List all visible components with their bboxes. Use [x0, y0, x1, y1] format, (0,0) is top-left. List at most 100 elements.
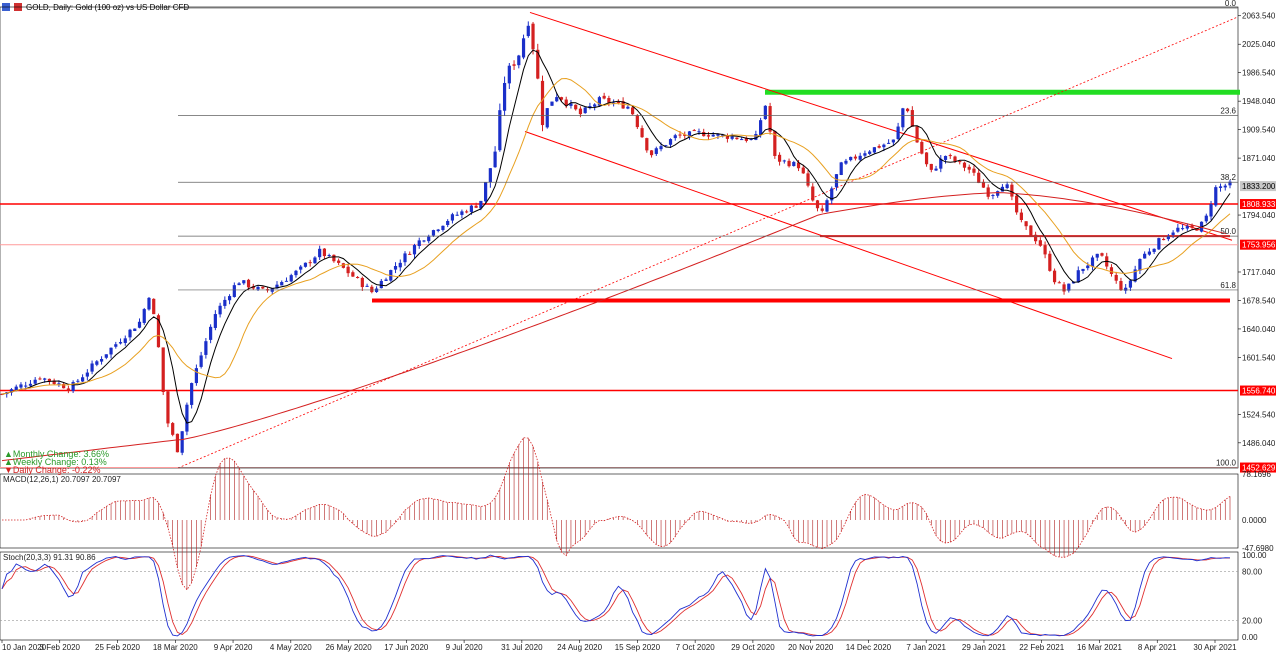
candle[interactable] — [280, 280, 284, 286]
candle[interactable] — [593, 103, 597, 111]
candle[interactable] — [948, 153, 952, 159]
candle[interactable] — [81, 374, 85, 383]
candle[interactable] — [621, 97, 625, 109]
candle[interactable] — [811, 183, 815, 202]
candle[interactable] — [673, 133, 677, 141]
candle[interactable] — [341, 262, 345, 269]
candle[interactable] — [1171, 230, 1175, 239]
candle[interactable] — [1010, 181, 1014, 201]
candle[interactable] — [849, 156, 853, 162]
candle[interactable] — [815, 199, 820, 212]
candle[interactable] — [630, 106, 635, 115]
candle[interactable] — [171, 421, 175, 437]
candle[interactable] — [1133, 265, 1137, 283]
candle[interactable] — [237, 282, 241, 286]
candle[interactable] — [972, 165, 976, 176]
candle[interactable] — [711, 132, 715, 137]
candle[interactable] — [967, 164, 971, 174]
candle[interactable] — [185, 402, 189, 436]
candle[interactable] — [213, 310, 217, 331]
candle[interactable] — [1019, 208, 1023, 223]
candle[interactable] — [1176, 223, 1180, 233]
candle[interactable] — [1185, 223, 1189, 231]
candle[interactable] — [654, 146, 658, 156]
candle[interactable] — [365, 283, 369, 287]
candle[interactable] — [95, 360, 99, 367]
candle[interactable] — [1052, 268, 1057, 285]
candle[interactable] — [33, 377, 37, 385]
candle[interactable] — [891, 139, 895, 146]
candles[interactable] — [0, 21, 1232, 456]
candle[interactable] — [313, 256, 317, 264]
candle[interactable] — [735, 137, 739, 140]
candle[interactable] — [939, 154, 943, 173]
macd-panel[interactable]: MACD(12,26,1) 20.7097 20.7097 78.1696 0.00… — [2, 437, 1274, 591]
candle[interactable] — [991, 194, 995, 200]
candle[interactable] — [431, 229, 436, 237]
candle[interactable] — [550, 101, 554, 106]
candle[interactable] — [934, 165, 938, 171]
candle[interactable] — [493, 146, 497, 168]
price-scale[interactable]: 2063.540 2025.040 1986.540 1948.040 1909.540… — [1238, 12, 1276, 448]
stoch-panel[interactable]: Stoch(20,3,3) 91.31 90.86 100.00 80.00 20.0… — [0, 551, 1267, 642]
candle[interactable] — [308, 259, 312, 267]
candle[interactable] — [521, 34, 526, 60]
candle[interactable] — [858, 152, 862, 162]
candle[interactable] — [536, 43, 540, 80]
candle[interactable] — [346, 263, 350, 277]
candle[interactable] — [645, 137, 649, 153]
candle[interactable] — [1038, 237, 1042, 247]
candle[interactable] — [218, 302, 222, 318]
candle[interactable] — [137, 318, 142, 329]
candle[interactable] — [569, 99, 573, 109]
candle[interactable] — [1209, 200, 1213, 221]
candle[interactable] — [962, 161, 967, 172]
candle[interactable] — [635, 114, 639, 130]
candle[interactable] — [896, 122, 900, 141]
candle[interactable] — [853, 154, 858, 161]
candle[interactable] — [839, 161, 843, 176]
candle[interactable] — [303, 262, 308, 268]
candle[interactable] — [52, 378, 56, 385]
candle[interactable] — [38, 376, 42, 381]
candle[interactable] — [360, 276, 364, 291]
candle[interactable] — [408, 251, 412, 255]
candle[interactable] — [128, 328, 132, 341]
candle[interactable] — [759, 117, 763, 138]
candle[interactable] — [782, 159, 786, 164]
candle[interactable] — [702, 128, 706, 137]
candle[interactable] — [379, 278, 383, 289]
candle[interactable] — [502, 76, 507, 116]
candle[interactable] — [531, 21, 535, 55]
candle[interactable] — [588, 102, 592, 110]
candle[interactable] — [261, 286, 265, 290]
candle[interactable] — [958, 160, 962, 165]
candle[interactable] — [422, 240, 426, 243]
candle[interactable] — [526, 21, 530, 38]
candle[interactable] — [322, 248, 327, 259]
candle[interactable] — [1147, 248, 1151, 256]
candle[interactable] — [123, 335, 127, 346]
candle[interactable] — [540, 75, 545, 132]
candle[interactable] — [792, 160, 796, 167]
candle[interactable] — [289, 273, 293, 283]
candle[interactable] — [19, 382, 23, 390]
candle[interactable] — [299, 265, 303, 274]
candle[interactable] — [393, 262, 398, 274]
candle[interactable] — [517, 54, 521, 69]
candle[interactable] — [465, 209, 469, 214]
candle[interactable] — [1152, 248, 1156, 255]
candle[interactable] — [1109, 264, 1114, 277]
candle[interactable] — [692, 129, 696, 132]
candle[interactable] — [109, 347, 113, 359]
candle[interactable] — [327, 253, 331, 258]
candle[interactable] — [1029, 225, 1033, 236]
candle[interactable] — [1124, 284, 1128, 294]
candle[interactable] — [877, 144, 881, 149]
candle[interactable] — [1043, 241, 1047, 259]
candle[interactable] — [242, 280, 246, 285]
candle[interactable] — [455, 211, 459, 216]
candle[interactable] — [512, 60, 516, 70]
candle[interactable] — [981, 179, 986, 188]
